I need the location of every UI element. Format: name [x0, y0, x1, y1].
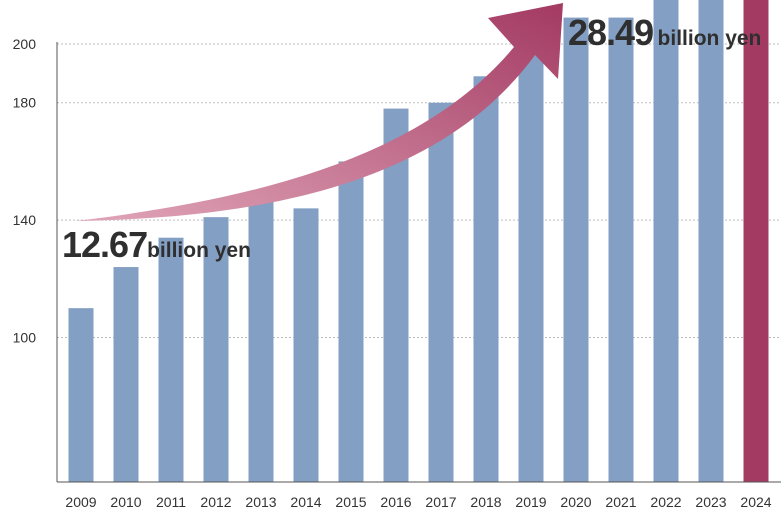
x-tick-2021: 2021 [605, 494, 636, 510]
x-tick-2017: 2017 [425, 494, 456, 510]
x-tick-2010: 2010 [110, 494, 141, 510]
bar-2024 [743, 0, 769, 482]
end-value-callout: 28.49 billion yen [568, 12, 761, 54]
bar-2022 [653, 0, 679, 483]
y-tick-100: 100 [13, 330, 37, 346]
x-tick-2019: 2019 [515, 494, 546, 510]
x-tick-2014: 2014 [290, 494, 321, 510]
bars [68, 0, 769, 483]
bar-2015 [338, 161, 364, 482]
x-tick-2022: 2022 [650, 494, 681, 510]
y-tick-140: 140 [13, 212, 37, 228]
bar-2021 [608, 17, 634, 483]
bar-2018 [473, 76, 499, 482]
bar-2012 [203, 217, 229, 483]
x-tick-2020: 2020 [560, 494, 591, 510]
bar-2009 [68, 308, 94, 482]
x-tick-2011: 2011 [156, 494, 186, 510]
bar-2017 [428, 102, 454, 482]
x-tick-2015: 2015 [335, 494, 366, 510]
bar-2013 [248, 199, 274, 482]
end-value: 28.49 [568, 12, 654, 53]
x-tick-2009: 2009 [65, 494, 96, 510]
x-tick-2023: 2023 [695, 494, 726, 510]
bar-2023 [698, 0, 724, 483]
y-tick-labels: 100140180200240260280 [13, 36, 37, 346]
start-value-callout: 12.67billion yen [62, 224, 251, 266]
bar-2019 [518, 32, 544, 482]
bar-2016 [383, 108, 409, 482]
growth-arrow-icon [76, 3, 563, 221]
x-tick-2018: 2018 [470, 494, 501, 510]
x-tick-2024: 2024 [740, 494, 771, 510]
bar-2011 [158, 237, 184, 482]
x-tick-2016: 2016 [380, 494, 411, 510]
y-tick-180: 180 [13, 95, 37, 111]
x-tick-labels: 2009 2010 2011 2012 2013 2014 2015 2016 2017 2018… [65, 494, 771, 510]
bar-2014 [293, 208, 319, 483]
y-tick-200: 200 [13, 36, 37, 52]
x-tick-2012: 2012 [200, 494, 231, 510]
end-unit: billion yen [657, 27, 762, 50]
start-value: 12.67 [62, 224, 148, 265]
start-unit: billion yen [147, 239, 251, 262]
x-tick-2013: 2013 [245, 494, 276, 510]
bar-2020 [563, 17, 589, 483]
bar-2010 [113, 267, 139, 482]
